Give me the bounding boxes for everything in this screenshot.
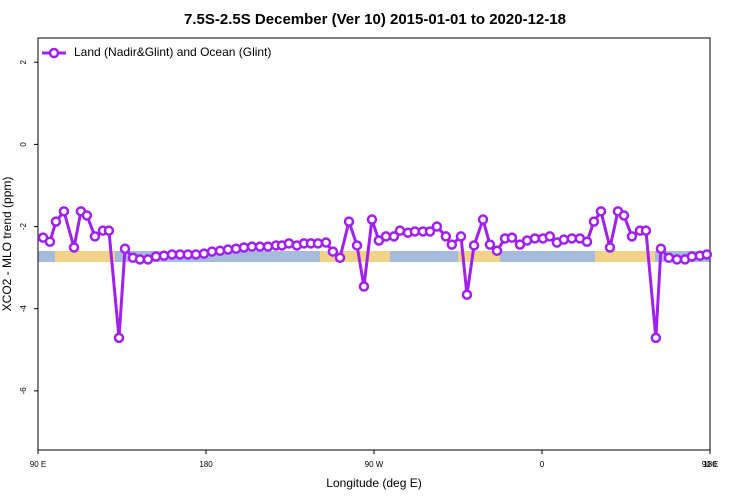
- data-point: [640, 225, 652, 236]
- data-point: [440, 231, 452, 242]
- y-tick-label: 2: [19, 59, 28, 64]
- data-point: [81, 210, 93, 221]
- land-band: [320, 251, 390, 262]
- data-point: [68, 242, 80, 253]
- data-point: [50, 216, 62, 227]
- data-point: [618, 210, 630, 221]
- data-point: [581, 236, 593, 247]
- legend-marker: [48, 47, 60, 59]
- data-point: [663, 252, 675, 264]
- data-point: [320, 237, 332, 248]
- data-point: [484, 239, 496, 250]
- data-point: [222, 244, 234, 255]
- data-point: [455, 231, 467, 242]
- data-point: [262, 241, 274, 252]
- data-point: [327, 246, 339, 257]
- map-band: [38, 251, 710, 262]
- data-point: [44, 236, 56, 247]
- y-tick-label: -4: [19, 305, 28, 313]
- x-tick-label: 180: [703, 460, 717, 469]
- data-point: [158, 250, 170, 261]
- data-point: [214, 245, 226, 257]
- y-tick-label: -2: [19, 222, 28, 230]
- data-point: [544, 231, 556, 242]
- data-point: [334, 252, 346, 264]
- data-point: [558, 234, 570, 245]
- data-point: [150, 251, 162, 262]
- x-tick-label: 180: [199, 460, 213, 469]
- data-point: [366, 214, 378, 225]
- y-axis-title: XCO2 - MLO trend (ppm): [0, 177, 14, 312]
- data-point: [283, 238, 295, 249]
- data-point: [119, 243, 131, 254]
- data-point: [358, 281, 370, 292]
- data-point: [477, 214, 489, 225]
- chart-title: 7.5S-2.5S December (Ver 10) 2015-01-01 t…: [184, 11, 566, 28]
- data-point: [588, 216, 600, 227]
- data-point: [604, 242, 616, 253]
- data-point: [190, 249, 202, 260]
- data-point: [468, 240, 480, 251]
- data-point: [424, 226, 436, 237]
- x-tick-label: 0: [540, 460, 545, 469]
- land-band: [55, 251, 115, 262]
- data-point: [351, 240, 363, 251]
- data-point: [312, 238, 324, 249]
- data-point: [431, 221, 443, 232]
- data-point: [446, 239, 458, 250]
- data-point: [595, 206, 607, 217]
- legend-label: Land (Nadir&Glint) and Ocean (Glint): [74, 45, 271, 59]
- data-point: [650, 332, 662, 344]
- data-point: [461, 289, 473, 300]
- data-point: [626, 231, 638, 242]
- data-point: [655, 243, 667, 254]
- y-tick-label: 0: [19, 142, 28, 147]
- data-point: [343, 216, 355, 227]
- data-point: [686, 251, 698, 262]
- data-point: [206, 246, 218, 257]
- data-point: [89, 231, 101, 242]
- land-band: [595, 251, 655, 262]
- x-tick-label: 90 W: [365, 460, 384, 469]
- data-point: [506, 232, 518, 243]
- data-point: [113, 332, 125, 344]
- data-point: [238, 242, 250, 253]
- data-point: [394, 225, 406, 236]
- x-axis-title: Longitude (deg E): [326, 476, 421, 490]
- data-point: [103, 225, 115, 236]
- land-band: [458, 251, 500, 262]
- data-point: [58, 206, 70, 217]
- data-point: [388, 231, 400, 242]
- data-point: [701, 249, 713, 260]
- y-tick-label: -6: [19, 387, 28, 395]
- x-tick-label: 90 E: [702, 460, 718, 469]
- data-point: [491, 245, 503, 257]
- data-line: [42, 207, 708, 339]
- data-point: [198, 248, 210, 259]
- x-tick-label: 90 E: [30, 460, 46, 469]
